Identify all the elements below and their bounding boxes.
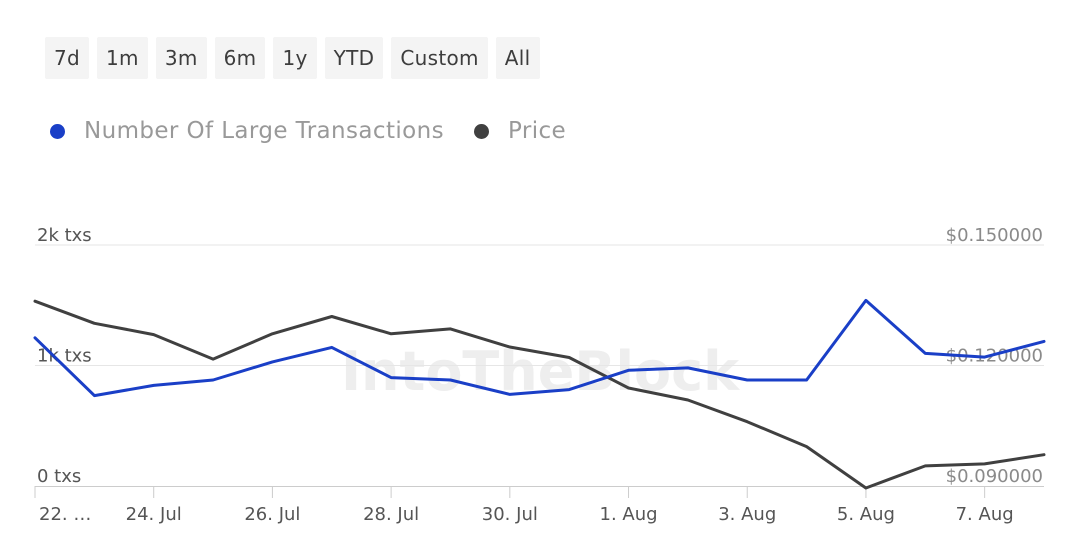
series-line-price xyxy=(33,299,1046,490)
range-all-button[interactable]: All xyxy=(495,37,540,79)
legend-label-price: Price xyxy=(508,118,567,144)
x-tick-label: 30. Jul xyxy=(482,504,538,525)
y-right-tick-label: $0.090000 xyxy=(946,466,1043,487)
x-tick-label: 3. Aug xyxy=(718,504,776,525)
range-ytd-button[interactable]: YTD xyxy=(324,37,384,79)
legend-label-large-transactions: Number Of Large Transactions xyxy=(84,118,444,144)
y-left-tick-label: 1k txs xyxy=(37,346,92,367)
time-range-selector: 7d 1m 3m 6m 1y YTD Custom All xyxy=(45,37,540,79)
x-tick-label: 1. Aug xyxy=(600,504,658,525)
range-custom-button[interactable]: Custom xyxy=(391,37,488,79)
y-left-tick-label: 2k txs xyxy=(37,225,92,246)
range-7d-button[interactable]: 7d xyxy=(45,37,90,79)
range-1m-button[interactable]: 1m xyxy=(97,37,148,79)
legend-item-large-transactions[interactable]: Number Of Large Transactions xyxy=(50,118,444,144)
x-tick-label: 24. Jul xyxy=(126,504,182,525)
legend-dot-price xyxy=(474,123,489,139)
range-3m-button[interactable]: 3m xyxy=(155,37,207,79)
range-1y-button[interactable]: 1y xyxy=(273,37,317,79)
x-tick-label: 7. Aug xyxy=(956,504,1014,525)
x-tick-label: 26. Jul xyxy=(244,504,300,525)
y-left-tick-label: 0 txs xyxy=(37,466,81,487)
x-tick-label: 28. Jul xyxy=(363,504,419,525)
chart-legend: Number Of Large Transactions Price xyxy=(50,118,596,144)
legend-item-price[interactable]: Price xyxy=(474,118,566,144)
watermark-text: IntoTheBlock xyxy=(341,340,740,403)
x-tick-label: 22. … xyxy=(39,504,91,525)
legend-dot-large-transactions xyxy=(50,123,65,139)
series-line-large-transactions xyxy=(33,298,1046,398)
range-6m-button[interactable]: 6m xyxy=(214,37,266,79)
y-right-tick-label: $0.150000 xyxy=(946,225,1043,246)
x-tick-label: 5. Aug xyxy=(837,504,895,525)
